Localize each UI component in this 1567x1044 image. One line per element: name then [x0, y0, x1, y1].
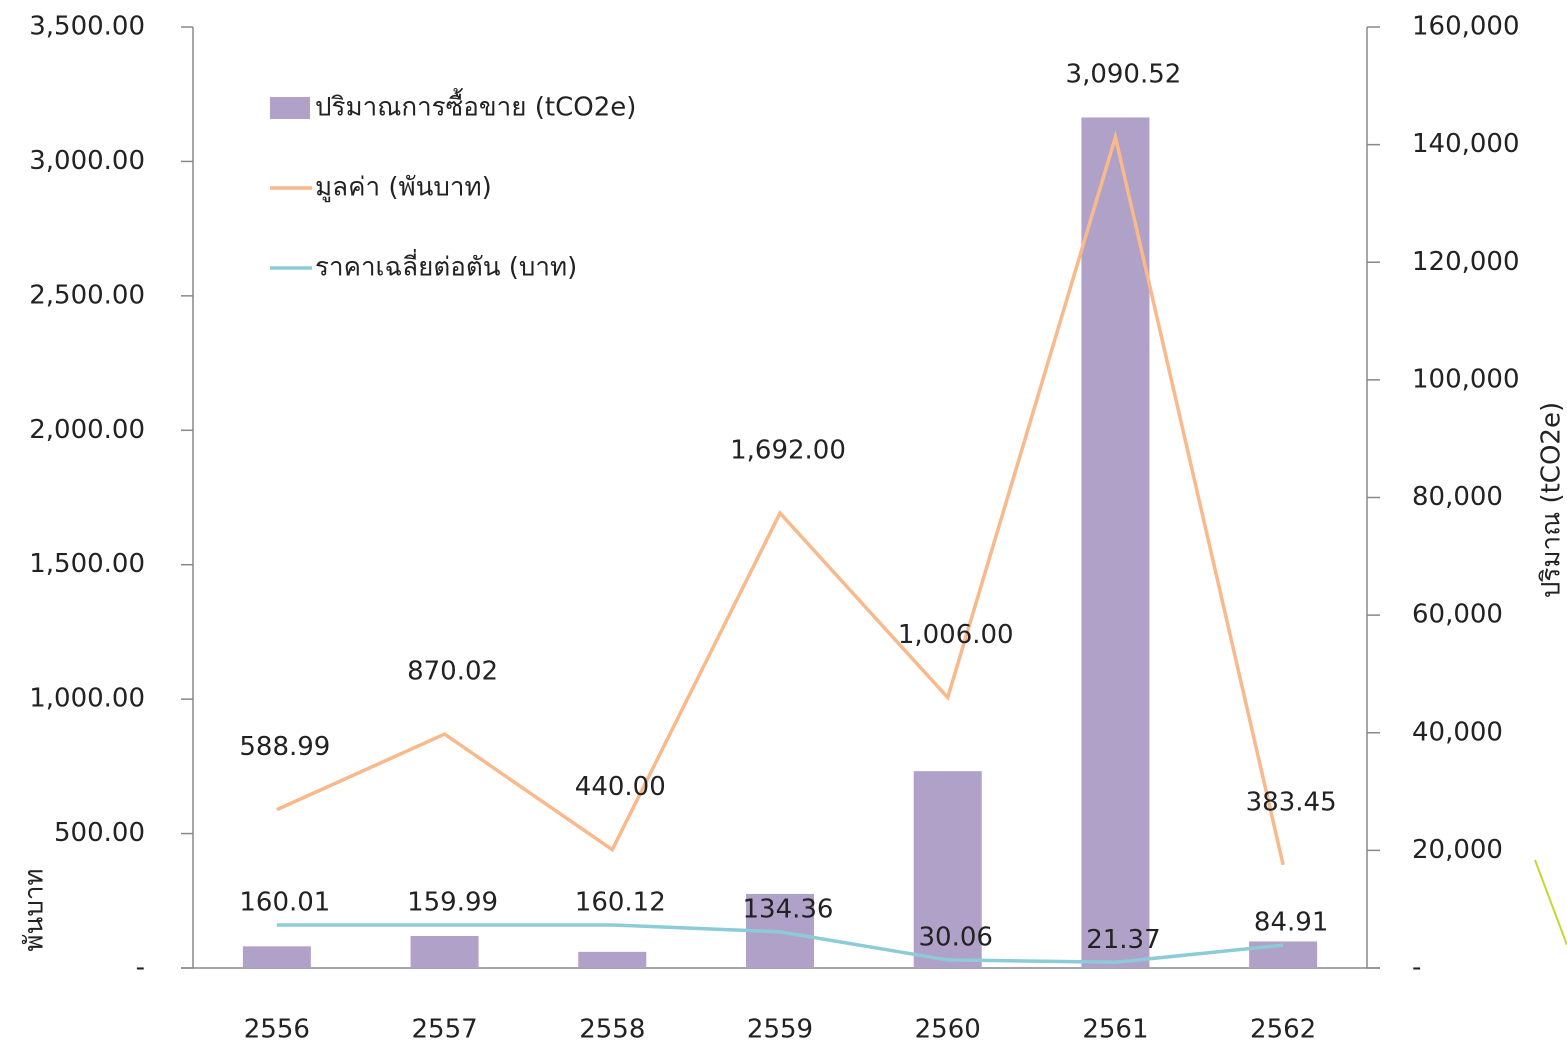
legend-swatch	[270, 97, 310, 119]
data-label: 383.45	[1246, 787, 1337, 817]
y2-tick-label: 60,000	[1412, 600, 1503, 630]
y2-tick-label: 100,000	[1412, 364, 1520, 394]
data-label: 21.37	[1086, 925, 1160, 955]
legend-label: ราคาเฉลี่ยต่อตัน (บาท)	[315, 249, 577, 283]
data-label: 134.36	[743, 894, 834, 924]
x-tick-label: 2560	[915, 1015, 981, 1044]
y-tick-label: 2,500.00	[29, 280, 145, 310]
x-tick-label: 2556	[244, 1015, 310, 1044]
y-tick-label: 1,500.00	[29, 549, 145, 579]
y-tick-label: 500.00	[54, 818, 145, 848]
data-label: 440.00	[575, 772, 666, 802]
data-label: 588.99	[239, 732, 330, 762]
bar	[410, 936, 479, 968]
y2-tick-label: 140,000	[1412, 129, 1520, 159]
x-tick-label: 2557	[411, 1015, 477, 1044]
x-tick-label: 2561	[1082, 1015, 1148, 1044]
y2-axis-label: ปริมาณ (tCO2e)	[1537, 402, 1567, 598]
bar	[242, 946, 311, 968]
y-tick-label: -	[136, 953, 145, 983]
bar	[913, 771, 982, 968]
bar	[578, 951, 647, 968]
y2-tick-label: 40,000	[1412, 717, 1503, 747]
y2-tick-label: 20,000	[1412, 835, 1503, 865]
data-label: 160.12	[575, 887, 666, 917]
legend-label: ปริมาณการซื้อขาย (tCO2e)	[315, 88, 636, 123]
bar	[1081, 117, 1150, 969]
line	[276, 923, 1284, 965]
data-label: 3,090.52	[1066, 60, 1182, 90]
data-label: 1,006.00	[898, 620, 1014, 650]
data-label: 160.01	[239, 887, 330, 917]
y-tick-label: 1,000.00	[29, 684, 145, 714]
legend-label: มูลค่า (พันบาท)	[315, 173, 492, 203]
line	[276, 130, 1285, 866]
y-tick-label: 2,000.00	[29, 415, 145, 445]
x-tick-label: 2562	[1250, 1015, 1316, 1044]
y2-tick-label: 80,000	[1412, 482, 1503, 512]
y2-tick-label: 120,000	[1412, 247, 1520, 277]
y2-tick-label: -	[1412, 953, 1421, 983]
x-tick-label: 2559	[747, 1015, 813, 1044]
x-tick-label: 2558	[579, 1015, 645, 1044]
data-label: 870.02	[407, 657, 498, 687]
data-label: 159.99	[407, 887, 498, 917]
y-tick-label: 3,500.00	[29, 12, 145, 42]
data-label: 30.06	[918, 922, 992, 952]
data-label: 84.91	[1254, 908, 1328, 938]
data-label: 1,692.00	[730, 436, 846, 466]
y-axis-label: พันบาท	[20, 868, 50, 951]
y2-tick-label: 160,000	[1412, 12, 1520, 42]
decoration	[1534, 859, 1567, 946]
y-tick-label: 3,000.00	[29, 146, 145, 176]
